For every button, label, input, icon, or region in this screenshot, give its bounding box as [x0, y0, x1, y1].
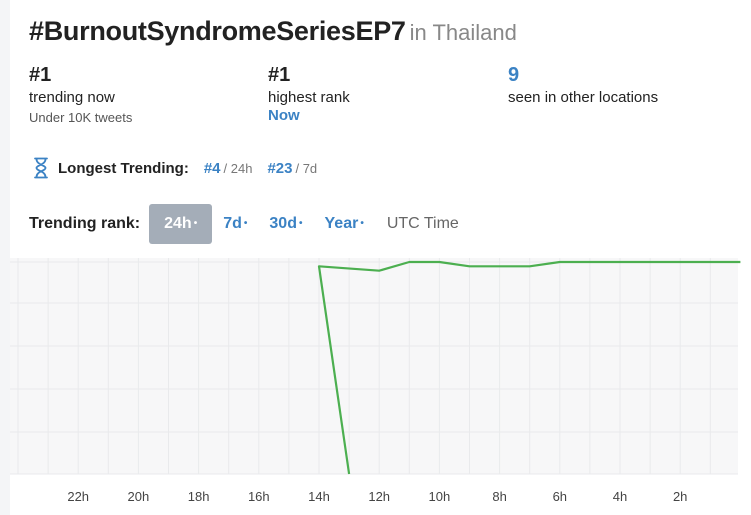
- x-tick-label: 2h: [673, 489, 687, 504]
- x-tick-label: 20h: [128, 489, 150, 504]
- tab-dot: •: [360, 218, 364, 229]
- tab-label: 24h: [164, 215, 192, 233]
- trending-rank-label: Trending rank:: [29, 215, 141, 232]
- rank-tabs: Trending rank: 24h • 7d • 30d • Year • UTC T…: [29, 204, 459, 244]
- longest-period-7d: / 7d: [295, 160, 318, 176]
- tweet-volume: Under 10K tweets: [29, 110, 133, 125]
- longest-rank-24h[interactable]: #4: [203, 159, 221, 177]
- stat-value: #1: [29, 64, 52, 86]
- stat-value[interactable]: 9: [508, 64, 520, 86]
- utc-time-toggle[interactable]: UTC Time: [386, 215, 459, 232]
- tab-dot: •: [193, 218, 198, 229]
- hashtag-title: #BurnoutSyndromeSeriesEP7: [29, 16, 406, 46]
- tab-dot: •: [298, 218, 303, 229]
- longest-rank-7d[interactable]: #23: [267, 159, 293, 177]
- tab-7d[interactable]: 7d •: [212, 204, 258, 244]
- stat-label: seen in other locations: [508, 89, 659, 106]
- longest-period-24h: / 24h: [223, 160, 253, 176]
- tab-label: Year: [324, 215, 359, 233]
- longest-trending-label: Longest Trending:: [58, 159, 189, 177]
- stat-label: trending now: [29, 89, 115, 106]
- tab-30d[interactable]: 30d •: [258, 204, 313, 244]
- tab-year[interactable]: Year •: [314, 204, 375, 244]
- tab-label: 7d: [223, 215, 242, 233]
- x-tick-label: 4h: [613, 489, 627, 504]
- x-tick-label: 14h: [308, 489, 330, 504]
- x-tick-label: 12h: [368, 489, 390, 504]
- highest-rank-time: Now: [268, 107, 300, 124]
- hourglass-icon: [34, 157, 48, 179]
- x-tick-label: 8h: [492, 489, 506, 504]
- tab-label: 30d: [269, 215, 297, 233]
- x-tick-label: 16h: [248, 489, 270, 504]
- x-tick-label: 6h: [553, 489, 567, 504]
- page-title: #BurnoutSyndromeSeriesEP7 in Thailand: [29, 16, 517, 47]
- location-label: in Thailand: [409, 20, 517, 45]
- tab-24h[interactable]: 24h •: [149, 204, 213, 244]
- trend-card: #BurnoutSyndromeSeriesEP7 in Thailand #1 …: [10, 0, 751, 515]
- tab-dot: •: [243, 218, 248, 229]
- x-tick-label: 22h: [67, 489, 89, 504]
- stat-trending-now: #1 trending now Under 10K tweets: [29, 64, 132, 125]
- x-tick-label: 18h: [188, 489, 210, 504]
- stat-other-locations[interactable]: 9 seen in other locations: [508, 64, 658, 106]
- trend-rank-chart: 22h 20h 18h 16h 14h 12h 10h 8h 6h 4h 2h: [10, 258, 741, 504]
- longest-trending: Longest Trending: #4/ 24h #23/ 7d: [33, 157, 332, 179]
- x-tick-label: 10h: [429, 489, 451, 504]
- stat-label: highest rank: [268, 89, 350, 106]
- trend-series-line: [317, 260, 741, 475]
- chart-plot-area: [10, 258, 738, 474]
- stat-value: #1: [268, 64, 291, 86]
- stat-highest-rank: #1 highest rank Now: [268, 64, 350, 124]
